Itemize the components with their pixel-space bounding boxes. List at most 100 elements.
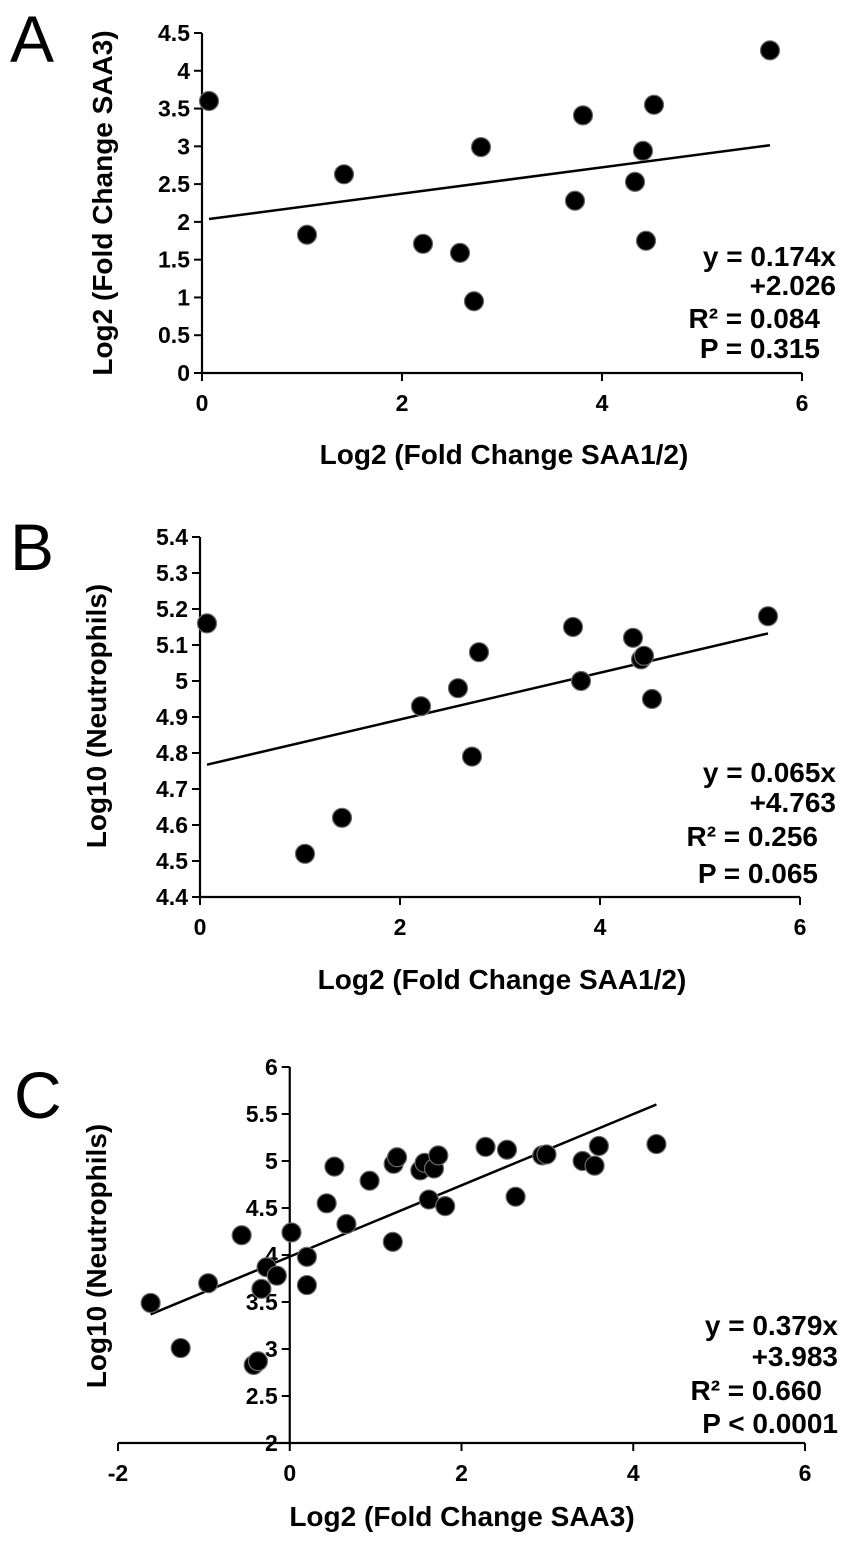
data-point [294, 843, 316, 864]
data-point [536, 1144, 557, 1165]
axes-c [117, 1066, 806, 1451]
x-tick-label: 6 [794, 914, 807, 940]
y-tick-label: 2.5 [158, 171, 190, 197]
equation-line-c: y = 0.379x [705, 1310, 839, 1341]
data-point [505, 1186, 526, 1207]
intercept-line-a: +2.026 [750, 270, 836, 301]
intercept-line-c: +3.983 [752, 1341, 838, 1372]
data-point [643, 94, 665, 115]
x-tick-label: 2 [396, 390, 409, 416]
data-point [449, 242, 471, 263]
data-point [198, 1273, 219, 1294]
data-points-b [196, 606, 779, 864]
data-point [382, 1231, 403, 1252]
data-point [247, 1351, 269, 1372]
regression-annotation-b: y = 0.065x +4.763 R² = 0.256 P = 0.065 [686, 757, 836, 889]
y-tick-label: 3 [265, 1336, 278, 1362]
y-tick-label: 5 [175, 668, 188, 694]
tick-labels-a: 0 2 4 6 0 0.5 1 1.5 2 2.5 3 3.5 4 4.5 [158, 20, 808, 416]
trendline-a [208, 144, 771, 221]
data-point [463, 291, 485, 312]
trendline-b [206, 632, 769, 766]
panel-label-a: A [10, 2, 54, 76]
x-tick-label: -2 [108, 1460, 128, 1486]
y-tick-label: 5.3 [156, 560, 188, 586]
axes-a [194, 32, 803, 381]
data-point [461, 746, 483, 767]
data-point [632, 140, 654, 161]
data-point [231, 1225, 252, 1246]
axes-b [192, 536, 801, 905]
data-point [564, 190, 586, 211]
panel-label-c: C [14, 1058, 62, 1132]
data-points-a [198, 40, 781, 312]
trendline [208, 144, 771, 221]
data-point [475, 1136, 496, 1158]
r-squared-a: R² = 0.084 [688, 303, 820, 334]
trendline [206, 632, 769, 766]
x-tick-label: 4 [594, 914, 607, 940]
y-tick-label: 5.2 [156, 596, 188, 622]
y-axis-label-a: Log2 (Fold Change SAA3) [87, 30, 118, 375]
data-point [496, 1139, 518, 1160]
data-points-c [140, 1133, 667, 1376]
data-point [410, 696, 432, 717]
y-tick-label: 4.5 [246, 1195, 278, 1221]
regression-annotation-c: y = 0.379x +3.983 R² = 0.660 P < 0.0001 [690, 1310, 838, 1439]
data-point [435, 1196, 456, 1217]
tick-labels-c: -2 0 2 4 622.533.544.555.56 [108, 1054, 812, 1486]
data-point [570, 670, 592, 692]
panel-label-b: B [10, 510, 54, 584]
x-axis-label-c: Log2 (Fold Change SAA3) [289, 1501, 634, 1532]
data-point [251, 1278, 272, 1299]
data-point [336, 1213, 357, 1235]
x-axis-label-a: Log2 (Fold Change SAA1/2) [320, 439, 689, 470]
y-tick-label: 0.5 [158, 322, 190, 348]
equation-line-b: y = 0.065x [703, 757, 837, 788]
data-point [198, 90, 220, 112]
data-point [468, 642, 490, 663]
y-tick-label: 5.1 [156, 632, 188, 658]
data-point [386, 1147, 408, 1168]
x-tick-label: 2 [394, 914, 407, 940]
data-point [281, 1222, 302, 1243]
data-point [316, 1193, 337, 1214]
data-point [266, 1265, 287, 1286]
y-axis-label-c: Log10 (Neutrophils) [81, 1124, 112, 1388]
x-tick-label: 2 [455, 1460, 468, 1486]
data-point [447, 678, 469, 699]
panel-c: C Log10 (Neutrophils) Log2 (Fold Change … [14, 1054, 838, 1532]
equation-line-a: y = 0.174x [703, 241, 837, 272]
regression-annotation-a: y = 0.174x +2.026 R² = 0.084 P = 0.315 [688, 241, 836, 364]
x-tick-label: 6 [796, 390, 809, 416]
y-tick-label: 2.5 [246, 1383, 278, 1409]
p-value-c: P < 0.0001 [702, 1408, 838, 1439]
data-point [140, 1292, 161, 1314]
y-tick-label: 4.6 [156, 812, 188, 838]
trendline [150, 1103, 657, 1316]
y-tick-label: 6 [265, 1054, 278, 1080]
r-squared-b: R² = 0.256 [686, 821, 818, 852]
y-tick-label: 4.8 [156, 740, 188, 766]
data-point [646, 1133, 667, 1155]
panel-a: A Log2 (Fold Change SAA3) Log2 (Fold Cha… [10, 2, 836, 470]
data-point [759, 40, 781, 61]
y-axis-label-b: Log10 (Neutrophils) [81, 584, 112, 848]
data-point [296, 224, 318, 245]
data-point [296, 1274, 318, 1296]
trendline-c [150, 1103, 657, 1316]
data-point [562, 616, 584, 638]
data-point [588, 1135, 610, 1157]
data-point [359, 1170, 380, 1191]
y-tick-label: 4.7 [156, 776, 188, 802]
x-tick-label: 4 [627, 1460, 640, 1486]
y-tick-label: 2 [265, 1430, 278, 1456]
y-tick-label: 1.5 [158, 247, 190, 273]
y-tick-label: 1 [177, 284, 190, 310]
data-point [757, 606, 779, 627]
y-tick-label: 0 [177, 360, 190, 386]
x-axis-label-b: Log2 (Fold Change SAA1/2) [318, 964, 687, 995]
data-point [333, 164, 355, 185]
data-point [428, 1145, 449, 1166]
